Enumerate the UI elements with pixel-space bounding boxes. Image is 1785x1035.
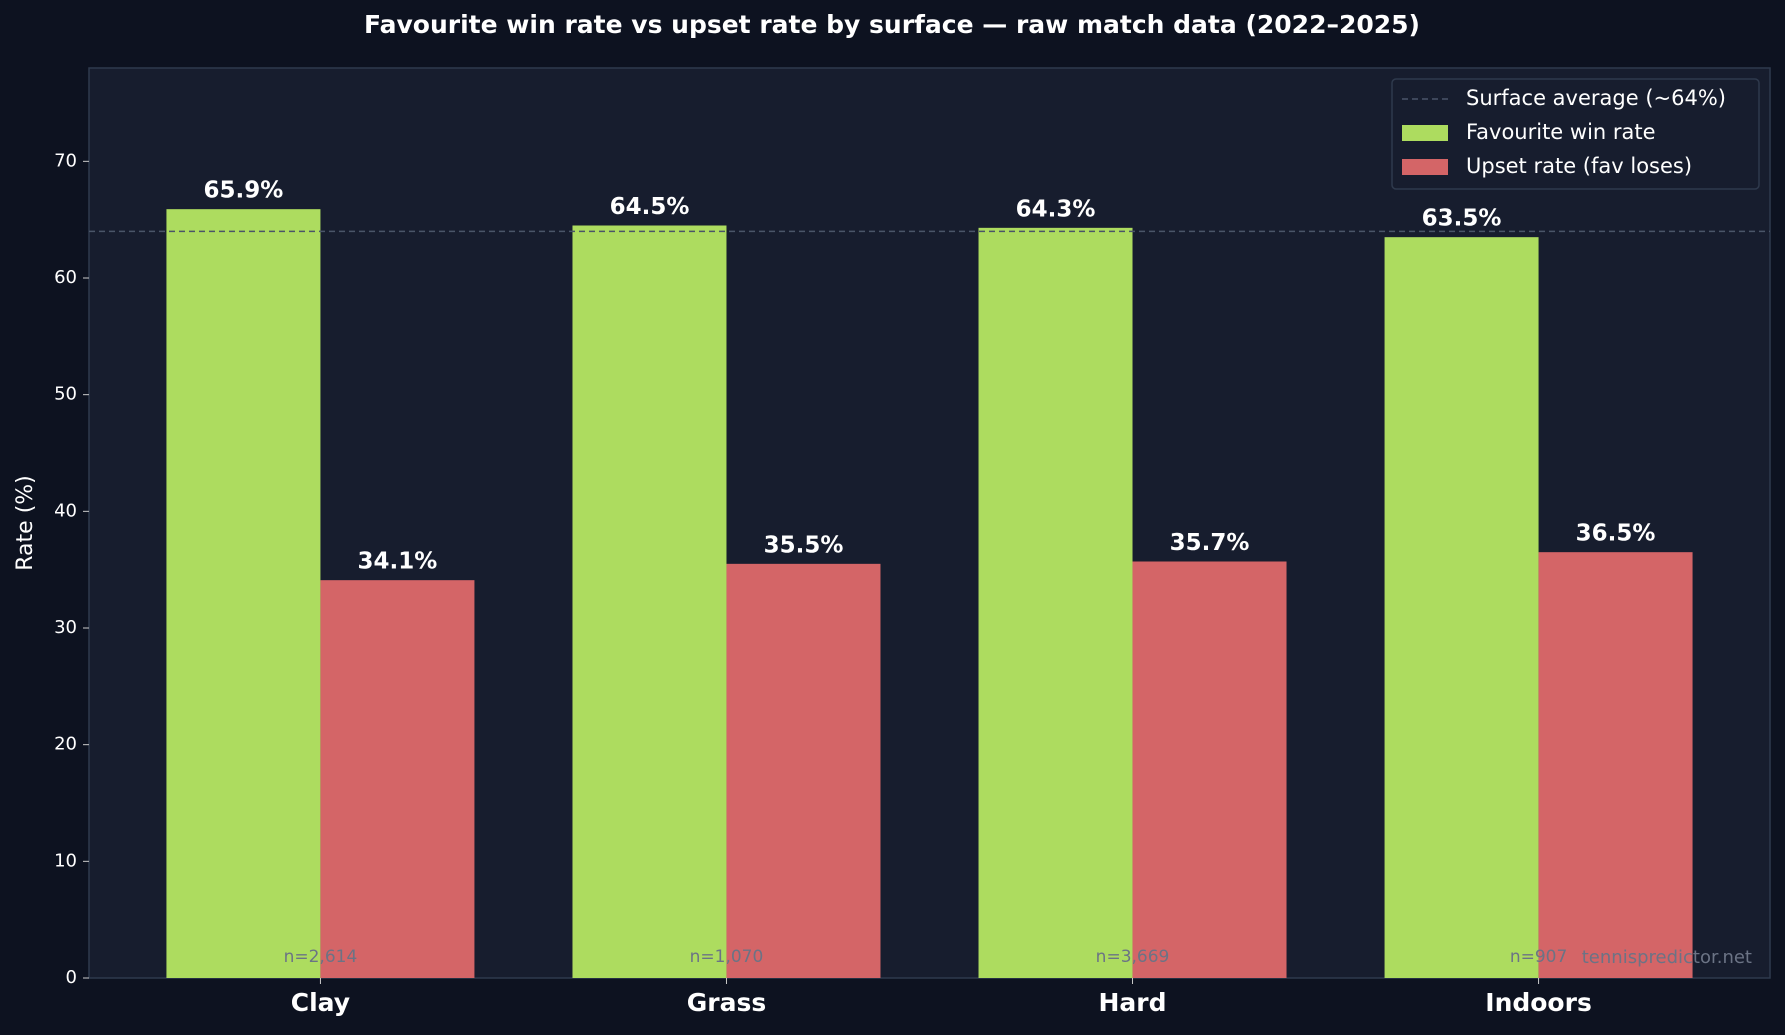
y-tick-label: 60 <box>54 267 77 288</box>
bar <box>572 225 727 978</box>
bar <box>166 209 321 978</box>
value-label: 63.5% <box>1422 206 1502 232</box>
bar <box>726 563 881 978</box>
value-label: 35.7% <box>1170 530 1250 556</box>
bar <box>1538 552 1693 978</box>
sample-size: n=2,614 <box>284 947 358 967</box>
x-tick-label: Indoors <box>1485 988 1592 1017</box>
sample-size: n=907 <box>1510 947 1567 967</box>
y-tick-label: 40 <box>54 500 77 521</box>
value-label: 35.5% <box>764 532 844 558</box>
y-tick-label: 50 <box>54 384 77 405</box>
legend-label: Surface average (~64%) <box>1466 86 1726 110</box>
value-label: 36.5% <box>1576 521 1656 547</box>
y-tick-label: 10 <box>54 850 77 871</box>
x-tick-label: Hard <box>1099 988 1167 1017</box>
bar <box>320 580 475 978</box>
legend-swatch <box>1402 125 1448 141</box>
sample-size: n=3,669 <box>1096 947 1170 967</box>
bar <box>1132 561 1287 978</box>
sample-size: n=1,070 <box>690 947 764 967</box>
x-tick-label: Grass <box>687 988 766 1017</box>
value-label: 64.3% <box>1016 196 1096 222</box>
value-label: 65.9% <box>204 178 284 204</box>
y-tick-label: 20 <box>54 734 77 755</box>
watermark: tennispredictor.net <box>1582 947 1752 968</box>
x-tick-label: Clay <box>291 988 350 1017</box>
value-label: 64.5% <box>610 194 690 220</box>
legend-swatch <box>1402 159 1448 175</box>
y-tick-label: 0 <box>66 967 77 988</box>
legend-label: Upset rate (fav loses) <box>1466 154 1692 178</box>
y-axis-label: Rate (%) <box>13 475 38 571</box>
bar <box>978 227 1133 979</box>
y-tick-label: 30 <box>54 617 77 638</box>
y-tick-label: 70 <box>54 150 77 171</box>
value-label: 34.1% <box>358 549 438 575</box>
legend-label: Favourite win rate <box>1466 120 1656 144</box>
chart-title: Favourite win rate vs upset rate by surf… <box>364 10 1420 39</box>
bar <box>1384 237 1539 978</box>
legend-box <box>1391 78 1760 190</box>
